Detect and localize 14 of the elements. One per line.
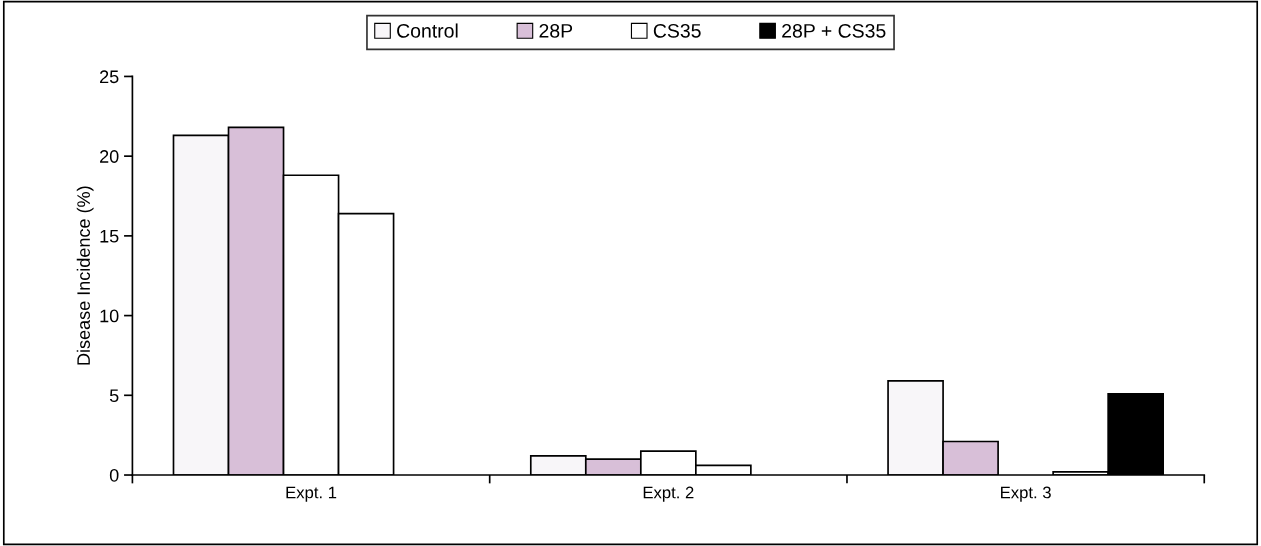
y-tick-label: 15 — [100, 229, 119, 243]
y-axis-title: Disease Incidence (%) — [76, 186, 94, 365]
legend-label: CS35 — [653, 23, 701, 38]
y-tick-label: 5 — [109, 389, 119, 403]
legend-label: 28P — [539, 23, 573, 38]
y-tick-label: 20 — [100, 150, 119, 163]
y-tick-label: 10 — [100, 309, 119, 323]
y-tick-label: 0 — [109, 468, 119, 482]
legend-label: 28P + CS35 — [782, 23, 886, 38]
x-tick-label: Expt. 1 — [286, 486, 337, 502]
x-tick-label: Expt. 2 — [643, 486, 694, 502]
y-tick-label: 25 — [100, 70, 119, 84]
legend-label: Control — [397, 23, 458, 38]
x-tick-label: Expt. 3 — [1001, 486, 1051, 502]
